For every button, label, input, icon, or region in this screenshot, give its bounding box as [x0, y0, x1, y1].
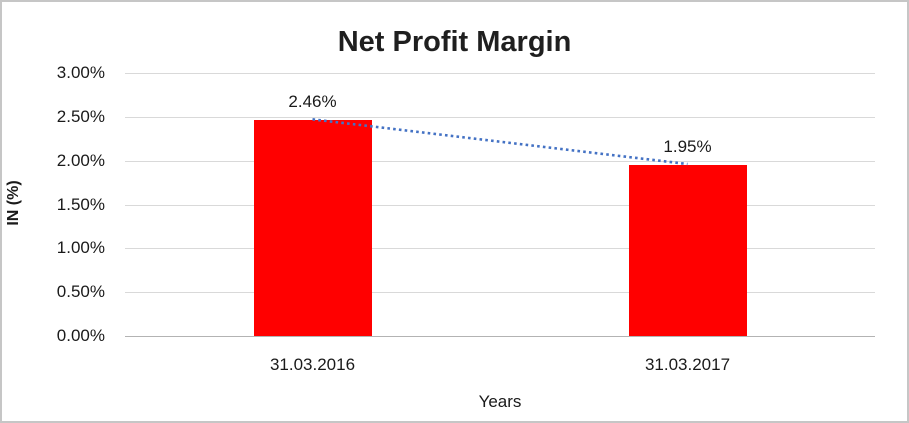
y-tick-label: 2.00% — [56, 150, 105, 170]
x-category-label: 31.03.2016 — [269, 355, 356, 374]
y-tick-label: 0.00% — [56, 326, 105, 345]
gridline — [125, 73, 875, 74]
gridline — [125, 248, 875, 250]
x-category-label: 31.03.2017 — [644, 355, 731, 374]
bar — [628, 165, 747, 336]
gridline — [125, 292, 875, 294]
bar-data-label: 2.46% — [288, 92, 337, 112]
gridline — [125, 204, 875, 206]
y-tick-label: 2.50% — [56, 106, 105, 126]
gridline — [125, 116, 875, 118]
y-tick-label: 1.00% — [56, 238, 105, 258]
y-tick-label: 1.50% — [56, 194, 105, 214]
gridline — [125, 336, 875, 337]
chart-title: Net Profit Margin — [337, 26, 572, 58]
y-tick-label: 0.50% — [56, 282, 105, 302]
bar — [253, 120, 372, 336]
gridline — [125, 160, 875, 162]
x-axis-title: Years — [478, 392, 522, 411]
bar-data-label: 1.95% — [663, 137, 712, 157]
y-tick-label: 3.00% — [56, 63, 105, 82]
